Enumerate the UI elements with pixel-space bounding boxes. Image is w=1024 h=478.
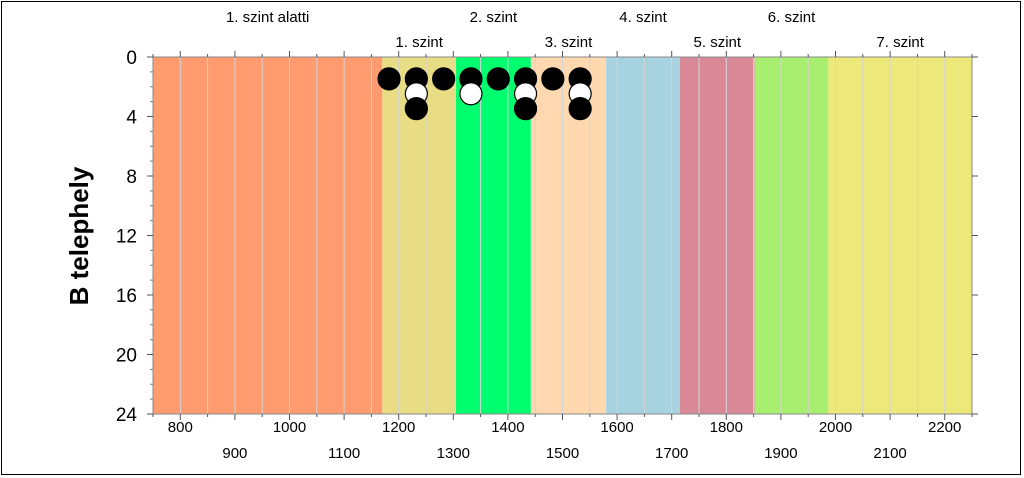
level-label: 1. szint <box>395 34 443 51</box>
x-tick-label: 1300 <box>437 445 470 462</box>
data-point-filled <box>377 67 401 91</box>
y-tick-label: 24 <box>116 405 138 426</box>
data-point-filled <box>486 67 510 91</box>
level-label: 6. szint <box>768 9 816 26</box>
data-point-filled <box>513 97 538 121</box>
y-tick-label: 0 <box>126 48 137 69</box>
data-point-filled <box>568 97 592 121</box>
data-point-filled <box>404 97 428 121</box>
level-band <box>828 57 972 414</box>
data-points <box>377 67 592 121</box>
level-band <box>679 57 755 414</box>
level-band <box>530 57 607 414</box>
y-tick-label: 12 <box>116 227 137 248</box>
level-band <box>606 57 680 414</box>
data-point-filled <box>541 67 565 91</box>
x-tick-label: 1000 <box>273 419 306 436</box>
x-tick-label: 1800 <box>710 419 743 436</box>
x-tick-label: 1100 <box>328 445 360 462</box>
level-label: 4. szint <box>619 9 667 26</box>
x-tick-label: 1900 <box>764 445 797 462</box>
y-axis-label: B telephely <box>64 166 94 305</box>
level-label: 7. szint <box>876 34 924 51</box>
x-tick-label: 2200 <box>928 419 961 436</box>
data-point-open <box>459 82 483 106</box>
level-band <box>153 57 383 414</box>
x-tick-label: 1600 <box>600 419 633 436</box>
level-band <box>754 57 829 414</box>
level-label: 5. szint <box>694 34 742 51</box>
x-tick-label: 1500 <box>546 445 579 462</box>
x-tick-label: 2000 <box>819 419 852 436</box>
x-tick-label: 2100 <box>873 445 906 462</box>
axes: 800 1000 1200 1400 1600 1800 2000 2200 900 1100 13… <box>116 48 978 462</box>
x-tick-label: 1700 <box>655 445 688 462</box>
level-label: 1. szint alatti <box>226 9 309 26</box>
level-label: 2. szint <box>470 9 518 26</box>
x-tick-label: 1400 <box>491 419 524 436</box>
x-tick-label: 1200 <box>382 419 415 436</box>
x-tick-label: 900 <box>222 445 247 462</box>
y-tick-label: 20 <box>116 346 137 367</box>
y-tick-label: 4 <box>126 108 137 129</box>
level-labels: 1. szint alatti 1. szint 2. szint 3. szint 4… <box>226 9 925 51</box>
y-tick-label: 16 <box>116 286 137 307</box>
y-tick-label: 8 <box>126 167 137 188</box>
level-label: 3. szint <box>545 34 593 51</box>
x-tick-label: 800 <box>168 419 193 436</box>
data-point-filled <box>432 67 456 91</box>
